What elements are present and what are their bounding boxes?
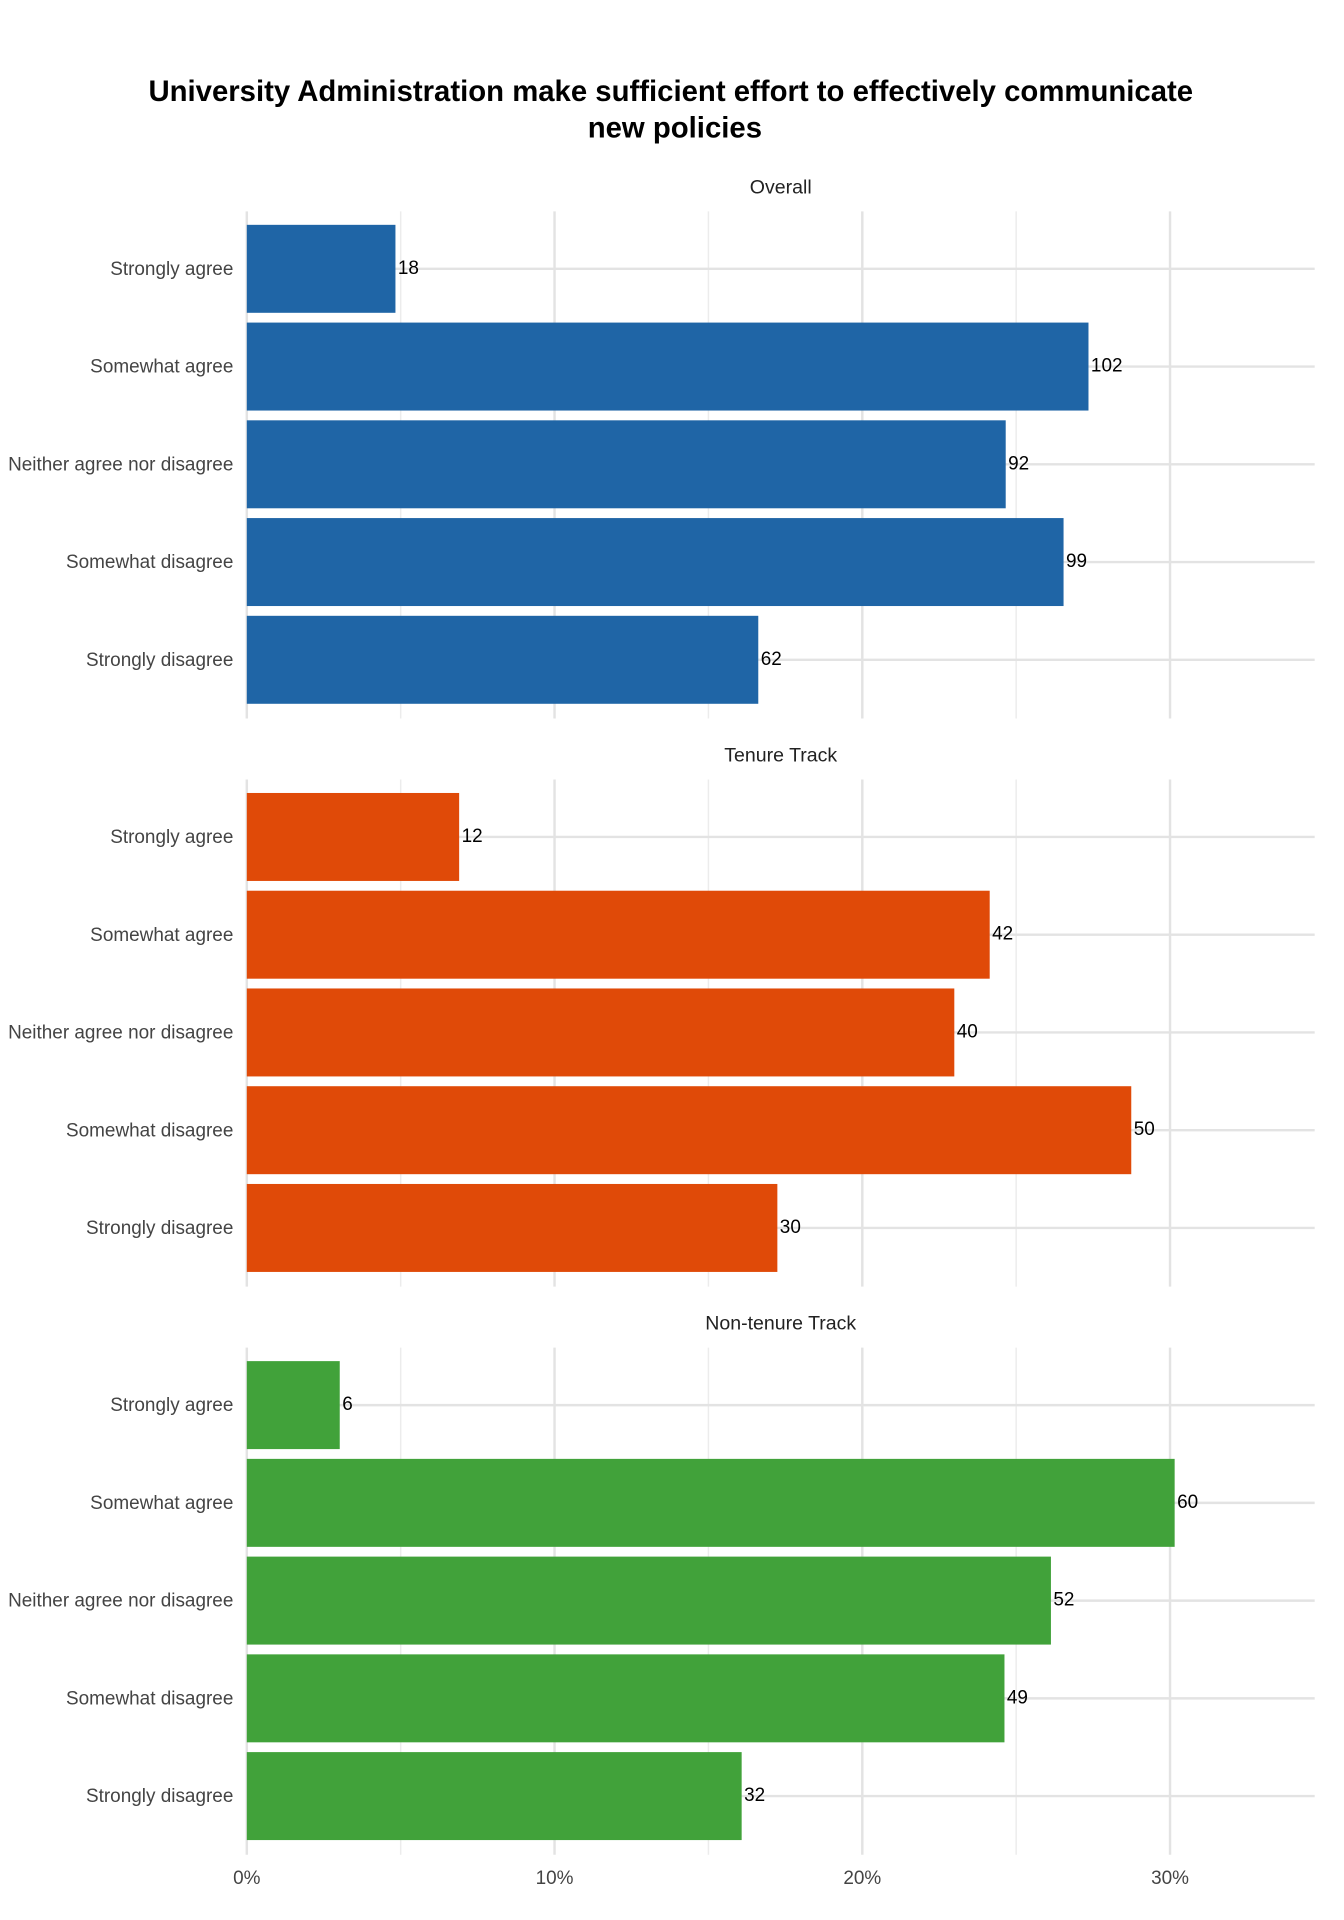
data-label: 49: [1007, 1687, 1028, 1708]
bar: [246, 615, 759, 704]
y-tick-label: Strongly agree: [110, 1394, 234, 1416]
bar: [246, 988, 955, 1077]
bar: [246, 1361, 340, 1450]
y-tick-label: Somewhat agree: [90, 924, 234, 946]
panel-title: Overall: [750, 176, 812, 198]
category-label-box: Strongly disagree: [85, 1217, 234, 1239]
x-tick-label: 30%: [1151, 1868, 1189, 1889]
panel-title: Non-tenure Track: [705, 1313, 856, 1335]
data-label: 99: [1066, 551, 1087, 572]
bar: [246, 322, 1089, 411]
y-tick-label: Neither agree nor disagree: [8, 453, 234, 475]
y-tick-label: Strongly agree: [110, 258, 234, 280]
data-label: 52: [1053, 1590, 1074, 1611]
data-label: 62: [761, 649, 782, 670]
bar: [246, 1183, 778, 1272]
bar: [246, 890, 990, 979]
data-label: 60: [1177, 1492, 1198, 1513]
data-label: 32: [744, 1785, 765, 1806]
category-label-box: Strongly disagree: [85, 1785, 234, 1807]
data-label: 92: [1008, 453, 1029, 474]
category-label-box: Strongly agree: [110, 826, 234, 848]
y-tick-label: Strongly disagree: [85, 1217, 234, 1239]
bar: [246, 1752, 742, 1841]
data-label: 102: [1091, 356, 1123, 377]
data-label: 50: [1134, 1119, 1155, 1140]
bar: [246, 1654, 1005, 1743]
data-label: 12: [462, 826, 483, 847]
y-tick-label: Strongly disagree: [85, 1785, 234, 1807]
data-label: 42: [992, 924, 1013, 945]
category-label-box: Neither agree nor disagree: [8, 453, 234, 475]
category-label-box: Somewhat disagree: [65, 1687, 234, 1709]
y-tick-label: Strongly agree: [110, 826, 234, 848]
y-tick-label: Strongly disagree: [85, 649, 234, 671]
chart-title: University Administration make sufficien…: [148, 75, 1193, 145]
x-tick-label: 10%: [536, 1868, 574, 1889]
category-label-box: Strongly agree: [110, 258, 234, 280]
bar: [246, 1556, 1051, 1645]
y-tick-label: Neither agree nor disagree: [8, 1022, 234, 1043]
category-label-box: Neither agree nor disagree: [8, 1590, 234, 1611]
bar: [246, 792, 460, 881]
data-label: 30: [780, 1217, 801, 1238]
y-tick-label: Somewhat disagree: [65, 1119, 234, 1141]
x-tick-label: 20%: [843, 1868, 881, 1889]
y-tick-label: Neither agree nor disagree: [8, 1590, 234, 1611]
y-tick-label: Somewhat disagree: [65, 1687, 234, 1709]
x-tick-label: 0%: [233, 1868, 261, 1889]
bar: [246, 224, 396, 313]
category-label-box: Somewhat disagree: [65, 551, 234, 573]
bar: [246, 1086, 1132, 1175]
category-label-box: Somewhat agree: [90, 924, 234, 946]
category-label-box: Somewhat disagree: [65, 1119, 234, 1141]
category-label-box: Somewhat agree: [90, 1492, 234, 1514]
category-label-box: Neither agree nor disagree: [8, 1022, 234, 1043]
panel-title: Tenure Track: [724, 744, 837, 766]
data-label: 40: [957, 1021, 978, 1042]
bar: [246, 518, 1064, 607]
y-tick-label: Somewhat agree: [90, 356, 234, 377]
data-label: 18: [398, 258, 419, 279]
data-label: 6: [342, 1394, 353, 1415]
category-label-box: Strongly agree: [110, 1394, 234, 1416]
bar: [246, 1458, 1175, 1547]
y-tick-label: Somewhat disagree: [65, 551, 234, 573]
y-tick-label: Somewhat agree: [90, 1492, 234, 1514]
category-label-box: Strongly disagree: [85, 649, 234, 671]
category-label-box: Somewhat agree: [90, 356, 234, 377]
bar: [246, 420, 1006, 509]
